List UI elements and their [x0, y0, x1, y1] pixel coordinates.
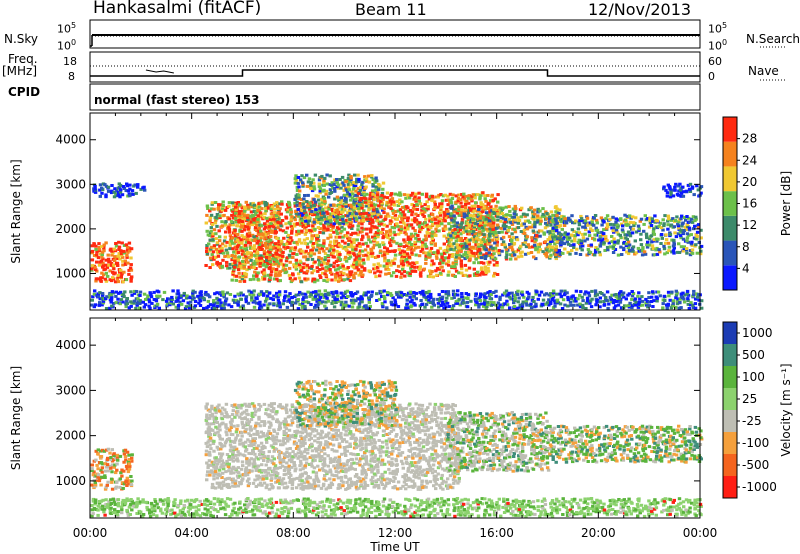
panel-0-region-7 — [445, 204, 564, 261]
panel-1-data — [90, 379, 704, 519]
panel-0-ytick-label-0: 1000 — [55, 266, 86, 280]
freq-tick-bottom: 8 — [68, 70, 75, 83]
nave-label: Nave — [748, 64, 779, 78]
x-axis-label: Time UT — [369, 540, 420, 554]
xtick-label-5: 20:00 — [581, 526, 616, 540]
panel-1-ytick-label-2: 3000 — [55, 383, 86, 397]
panel-1-region-3 — [293, 379, 399, 428]
panel-1-colorbar-tick-0: 1000 — [742, 326, 773, 340]
panel-1-colorbar-frame — [722, 321, 738, 499]
panel-1-ytick-label-1: 2000 — [55, 429, 86, 443]
panel-1-colorbar-swatch-3 — [723, 410, 737, 432]
panel-1-colorbar-tick-1: 500 — [742, 348, 765, 362]
panel-0-data — [90, 173, 704, 311]
nave-tick-top: 60 — [708, 55, 722, 68]
panel-1-colorbar-swatch-0 — [723, 476, 737, 498]
panel-0-colorbar-tick-6: 28 — [742, 132, 757, 146]
panel-1-colorbar-swatch-7 — [723, 322, 737, 344]
panel-0-colorbar-tick-2: 12 — [742, 218, 757, 232]
panel-0-region-0 — [90, 289, 704, 311]
panel-1-colorbar-swatch-4 — [723, 388, 737, 410]
panel-1-colorbar-tick-7: -1000 — [742, 480, 777, 494]
freq-unit: [MHz] — [2, 64, 38, 78]
panel-0-ytick-label-3: 4000 — [55, 133, 86, 147]
panel-1-colorbar-tick-3: 25 — [742, 392, 757, 406]
panel-0-region-2 — [92, 182, 147, 199]
strip-frame-2 — [89, 83, 701, 111]
panel-1-colorbar-tick-6: -500 — [742, 458, 769, 472]
panel-1-colorbar-swatch-2 — [723, 432, 737, 454]
panel-0-colorbar-tick-4: 20 — [742, 175, 757, 189]
xtick-label-0: 00:00 — [73, 526, 108, 540]
site-title: Hankasalmi (fitACF) — [93, 0, 262, 18]
xtick-label-6: 00:00 — [683, 526, 718, 540]
panel-0-region-1 — [90, 240, 134, 284]
panel-0-colorbar-swatch-2 — [723, 215, 737, 241]
panel-1-region-1 — [90, 447, 134, 491]
xtick-label-2: 08:00 — [276, 526, 311, 540]
panel-1-colorbar-tick-2: 100 — [742, 370, 765, 384]
cpid-text: normal (fast stereo) 153 — [94, 93, 260, 107]
freq-tick-top: 18 — [63, 55, 77, 68]
panel-1-ytick-label-3: 4000 — [55, 338, 86, 352]
panel-1-colorbar-swatch-1 — [723, 454, 737, 476]
panel-0-colorbar-tick-3: 16 — [742, 197, 757, 211]
panel-0-colorbar-swatch-6 — [723, 117, 737, 142]
nsearch-tick-top: 105 — [708, 21, 728, 36]
panel-0-colorbar-swatch-0 — [723, 265, 737, 290]
nsky-label: N.Sky — [4, 32, 39, 46]
panel-1-colorbar-swatch-6 — [723, 344, 737, 366]
panel-0-ytick-label-2: 3000 — [55, 177, 86, 191]
panel-1-colorbar-label: Velocity [m s⁻¹] — [779, 363, 793, 456]
panel-1-colorbar-tick-4: -25 — [742, 414, 762, 428]
nsearch-label: N.Search — [746, 32, 800, 46]
xtick-label-4: 16:00 — [479, 526, 514, 540]
panel-1-ytick-label-0: 1000 — [55, 474, 86, 488]
panel-0-colorbar-tick-1: 8 — [742, 240, 750, 254]
panel-1-region-5 — [548, 424, 704, 464]
panel-0-colorbar-swatch-5 — [723, 141, 737, 167]
freq-label: Freq. — [8, 52, 38, 66]
panel-1-colorbar-swatch-5 — [723, 366, 737, 388]
freq-trace — [90, 69, 700, 77]
panel-0-colorbar-tick-5: 24 — [742, 153, 757, 167]
strip-frame-1 — [89, 51, 701, 83]
xtick-label-1: 04:00 — [174, 526, 209, 540]
date-label: 12/Nov/2013 — [588, 0, 692, 19]
panel-1-region-4 — [446, 411, 551, 473]
panel-1-region-0 — [90, 497, 703, 519]
panel-0-colorbar-tick-0: 4 — [742, 261, 750, 275]
panel-0-colorbar-label: Power [dB] — [779, 171, 793, 236]
nsky-tick-bottom: 100 — [57, 38, 77, 53]
panel-0-region-8 — [547, 213, 704, 257]
panel-0-colorbar-swatch-4 — [723, 166, 737, 192]
panel-1-colorbar-tick-5: -100 — [742, 436, 769, 450]
freq-jitter — [145, 69, 174, 74]
panel-0-region-9 — [662, 182, 704, 199]
xtick-label-3: 12:00 — [378, 526, 413, 540]
panel-0-colorbar-swatch-1 — [723, 240, 737, 266]
beam-label: Beam 11 — [355, 0, 427, 19]
panel-0-ylabel: Slant Range [km] — [9, 159, 23, 263]
nave-tick-bottom: 0 — [708, 70, 715, 83]
nsky-tick-top: 105 — [57, 21, 77, 36]
cpid-label: CPID — [8, 85, 41, 99]
panel-0-colorbar-swatch-3 — [723, 191, 737, 216]
panel-1-ylabel: Slant Range [km] — [9, 366, 23, 470]
panel-0-ytick-label-1: 2000 — [55, 222, 86, 236]
nsearch-tick-bottom: 100 — [708, 38, 728, 53]
